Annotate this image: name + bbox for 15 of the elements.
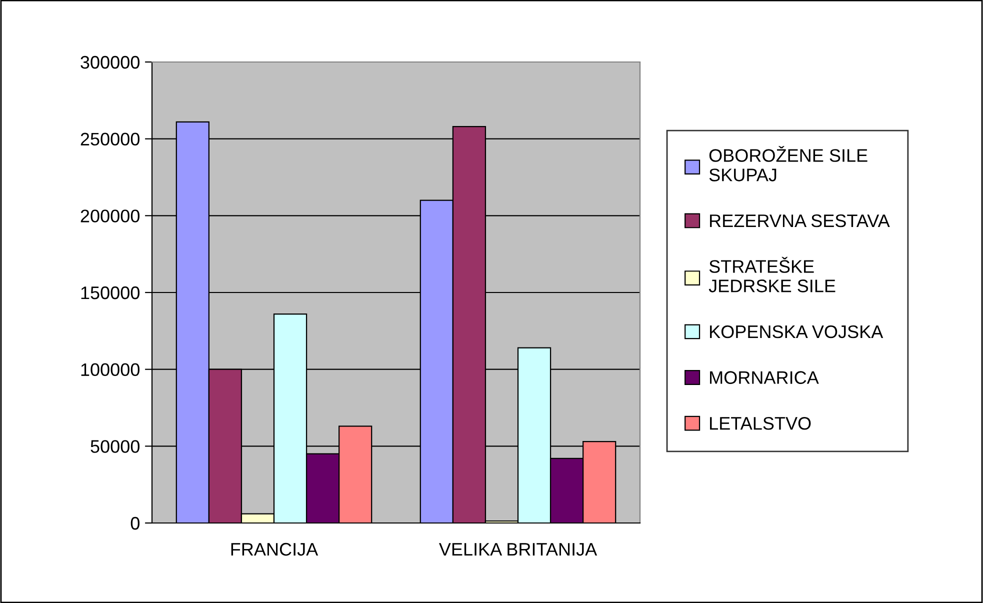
y-tick-label: 50000: [90, 440, 140, 453]
y-tick-label: 100000: [81, 363, 140, 376]
x-tick-label: VELIKA BRITANIJA: [438, 543, 598, 556]
y-tick-label: 250000: [80, 132, 140, 146]
legend-label: REZERVNA SESTAVA: [710, 214, 890, 228]
legend-label: KOPENSKA VOJSKA: [710, 325, 884, 338]
y-tick-label: 150000: [81, 286, 140, 300]
legend-label: STRATEŠKE JEDRSKE SILE: [708, 256, 836, 292]
y-tick-label: 0: [130, 516, 140, 530]
x-tick-label: FRANCIJA: [231, 542, 318, 556]
legend-label: OBOROŽENE SILE SKUPAJ: [709, 146, 868, 182]
legend-label: LETALSTVO: [710, 417, 811, 430]
y-tick-label: 300000: [80, 56, 140, 69]
y-tick-label: 200000: [80, 210, 140, 222]
legend-label: MORNARICA: [710, 371, 819, 384]
